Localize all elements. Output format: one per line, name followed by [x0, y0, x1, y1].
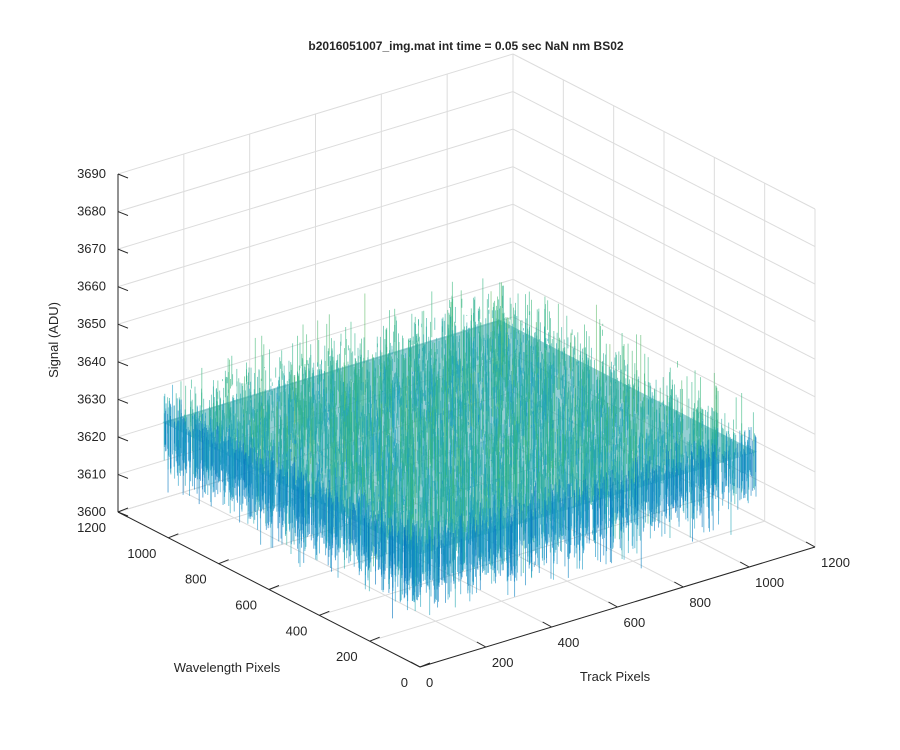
back-wall-grid-line [117, 91, 514, 213]
back-wall-grid-line [117, 241, 514, 363]
back-wall-grid-line [117, 278, 514, 400]
side-wall-grid-line [512, 203, 816, 360]
back-wall-grid-line [117, 166, 514, 288]
floor-grid-line [369, 520, 765, 642]
back-wall-grid-line [117, 53, 514, 175]
side-wall-grid-line [512, 278, 816, 435]
side-wall-grid-line [512, 91, 816, 248]
side-wall-grid-line [512, 316, 816, 473]
side-wall-grid-line [512, 166, 816, 323]
side-wall-grid-line [512, 53, 816, 210]
surface-plot [162, 278, 758, 619]
back-wall-grid-line [117, 203, 514, 325]
back-wall-grid-line [117, 128, 514, 250]
side-wall-grid-line [512, 241, 816, 398]
side-wall-grid-line [512, 128, 816, 285]
